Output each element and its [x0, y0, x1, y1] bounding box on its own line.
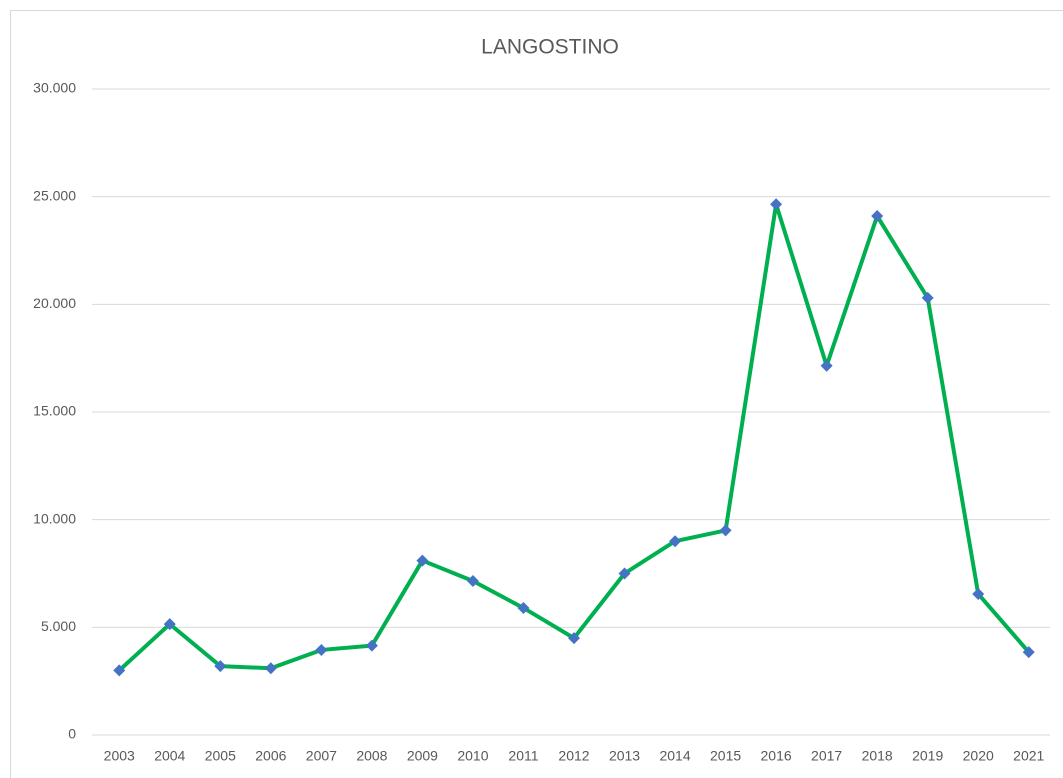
x-tick-label: 2003: [104, 748, 135, 764]
y-tick-label: 20.000: [33, 295, 76, 311]
x-tick-label: 2007: [306, 748, 337, 764]
marker: [416, 554, 429, 567]
marker: [820, 359, 833, 372]
x-tick-label: 2012: [558, 748, 589, 764]
x-tick-label: 2005: [205, 748, 236, 764]
y-tick-label: 5.000: [41, 618, 76, 634]
x-tick-label: 2016: [761, 748, 792, 764]
x-tick-label: 2010: [457, 748, 488, 764]
y-tick-label: 0: [68, 726, 76, 742]
y-tick-label: 10.000: [33, 510, 76, 526]
y-tick-label: 25.000: [33, 187, 76, 203]
marker: [921, 291, 934, 304]
marker: [315, 643, 328, 656]
marker: [113, 664, 126, 677]
marker: [214, 660, 227, 673]
marker: [264, 662, 277, 675]
x-tick-label: 2004: [154, 748, 185, 764]
x-tick-label: 2019: [912, 748, 943, 764]
marker: [365, 639, 378, 652]
marker: [871, 210, 884, 223]
y-tick-label: 30.000: [33, 80, 76, 96]
marker: [719, 524, 732, 537]
x-tick-label: 2013: [609, 748, 640, 764]
marker: [517, 601, 530, 614]
marker: [770, 198, 783, 211]
marker: [568, 632, 580, 645]
x-tick-label: 2014: [659, 748, 690, 764]
x-tick-label: 2021: [1013, 748, 1044, 764]
marker: [1022, 646, 1035, 659]
y-tick-label: 15.000: [33, 403, 76, 419]
x-tick-label: 2017: [811, 748, 842, 764]
chart-frame: [10, 10, 1063, 778]
x-tick-label: 2018: [862, 748, 893, 764]
x-tick-label: 2006: [255, 748, 286, 764]
marker: [972, 587, 985, 600]
marker: [669, 535, 682, 548]
x-tick-label: 2020: [963, 748, 994, 764]
marker: [163, 618, 176, 631]
x-tick-label: 2008: [356, 748, 387, 764]
chart-title: LANGOSTINO: [481, 36, 619, 59]
x-tick-label: 2009: [407, 748, 438, 764]
marker: [466, 575, 479, 588]
x-tick-label: 2015: [710, 748, 741, 764]
marker: [618, 567, 631, 580]
x-tick-label: 2011: [508, 748, 538, 764]
